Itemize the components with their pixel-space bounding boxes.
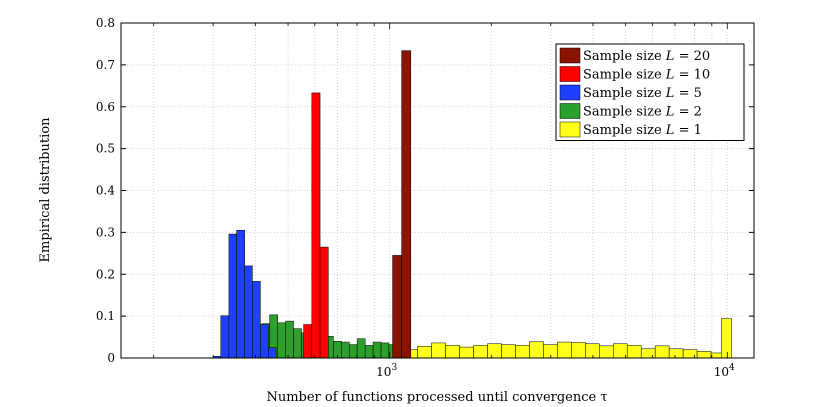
legend-label: Sample size L = 5 (583, 86, 702, 101)
y-tick-label: 0.8 (96, 16, 115, 30)
legend-swatch (559, 103, 581, 119)
bar-series-0 (613, 343, 628, 359)
bar-series-1 (285, 320, 294, 359)
legend-swatch (559, 66, 581, 82)
bar-series-2 (228, 233, 237, 359)
bar-series-0 (599, 345, 614, 359)
bar-series-0 (668, 348, 684, 359)
y-tick-label: 0.4 (96, 184, 115, 198)
bar-series-2 (220, 315, 230, 359)
bar-series-0 (640, 348, 656, 359)
bar-series-0 (417, 346, 432, 359)
bar-series-1 (356, 338, 366, 359)
bar-series-1 (349, 344, 358, 359)
bar-series-1 (380, 342, 390, 359)
bar-series-2 (236, 230, 245, 359)
y-tick-label: 0.3 (96, 225, 115, 239)
y-axis: 0 0.1 0.2 0.3 0.4 0.5 0.6 0.7 0.8 (96, 16, 754, 365)
bar-series-4 (401, 50, 412, 359)
y-axis-title: Empirical distribution (38, 117, 53, 263)
bar-series-3 (311, 92, 321, 359)
bar-series-0 (515, 345, 530, 359)
bar-series-3 (319, 246, 329, 359)
y-tick-label: 0.7 (96, 58, 115, 72)
legend-label: Sample size L = 20 (583, 49, 710, 64)
legend-swatch (559, 121, 581, 138)
x-axis: 103 104 (153, 23, 735, 379)
y-tick-label: 0.2 (96, 267, 115, 281)
bar-series-1 (293, 328, 302, 359)
y-tick-label: 0 (107, 351, 115, 365)
bar-series-4 (392, 255, 402, 359)
legend-label: Sample size L = 1 (583, 123, 702, 138)
legend-box (555, 43, 745, 141)
bar-series-1 (277, 322, 286, 359)
bar-series-0 (585, 343, 600, 359)
bar-series-2 (252, 281, 261, 359)
bar-series-2 (268, 347, 277, 359)
bar-series-0 (557, 341, 572, 359)
bar-series-0 (459, 346, 474, 359)
bar-series-0 (654, 345, 670, 359)
legend-swatch (559, 47, 581, 64)
x-axis-title: Number of functions processed until conv… (266, 390, 607, 405)
legend-label: Sample size L = 10 (583, 68, 710, 83)
y-tick-label: 0.5 (96, 142, 115, 156)
bar-series-0 (501, 344, 516, 359)
y-tick-label: 0.6 (96, 100, 115, 114)
y-tick-label: 0.1 (96, 309, 115, 323)
bar-series-0 (682, 349, 698, 359)
bar-series-0 (626, 345, 642, 359)
legend: Sample size L = 20 Sample size L = 10 Samp… (555, 43, 745, 141)
x-tick-label: 103 (376, 363, 397, 379)
legend-label: Sample size L = 2 (583, 105, 702, 120)
bar-series-1 (341, 341, 350, 359)
bar-series-3 (303, 324, 313, 359)
bar-series-2 (260, 324, 269, 359)
bar-series-1 (364, 345, 374, 359)
bar-series-0 (473, 345, 488, 359)
x-tick-label: 104 (714, 363, 735, 379)
bar-series-0 (445, 345, 460, 359)
bar-series-0 (529, 341, 544, 359)
bar-series-0 (710, 352, 722, 359)
bar-series-0 (487, 343, 502, 359)
bars (212, 50, 732, 359)
bar-series-0 (721, 318, 732, 359)
bar-series-0 (571, 342, 586, 359)
legend-swatch (559, 84, 581, 101)
bar-series-2 (244, 265, 253, 359)
bar-series-0 (696, 351, 712, 359)
bar-series-0 (431, 342, 446, 359)
